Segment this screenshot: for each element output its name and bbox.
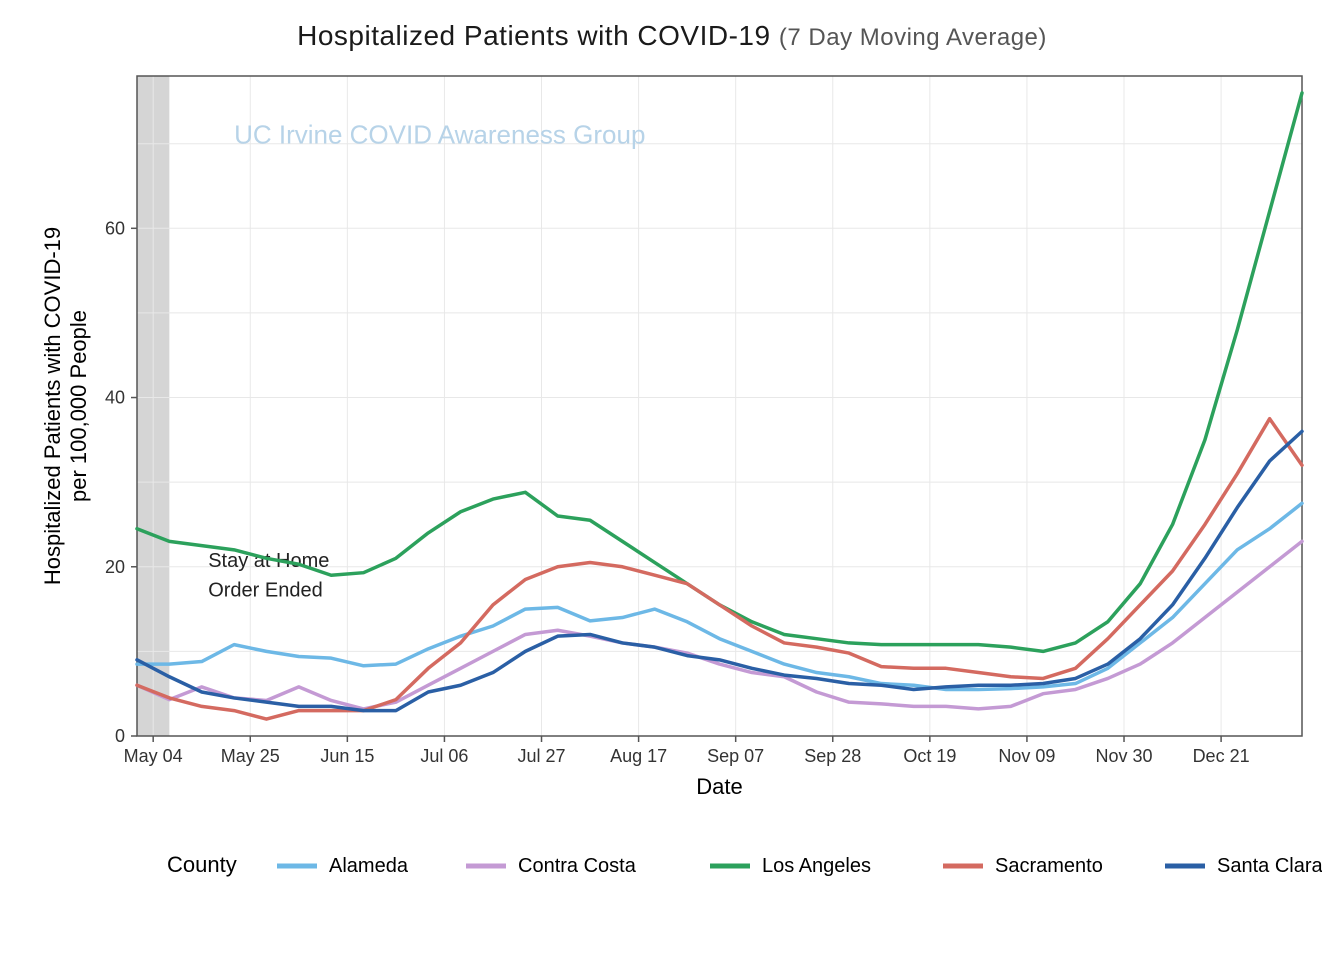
chart-title: Hospitalized Patients with COVID-19 (7 D… [22, 20, 1322, 52]
annotation-line2: Order Ended [208, 579, 323, 601]
x-tick-label: Sep 07 [707, 746, 764, 766]
legend-title: County [167, 852, 237, 877]
y-tick-label: 20 [105, 557, 125, 577]
x-tick-label: Nov 09 [998, 746, 1055, 766]
y-tick-label: 60 [105, 218, 125, 238]
chart-container: Hospitalized Patients with COVID-19 (7 D… [22, 20, 1322, 926]
x-tick-label: Jul 06 [420, 746, 468, 766]
legend-label: Los Angeles [762, 855, 871, 877]
x-tick-label: Aug 17 [610, 746, 667, 766]
y-axis-label-1: Hospitalized Patients with COVID-19 [40, 227, 65, 585]
title-sub: (7 Day Moving Average) [779, 24, 1047, 51]
legend-label: Contra Costa [518, 855, 637, 877]
title-main: Hospitalized Patients with COVID-19 [297, 20, 770, 51]
x-axis-label: Date [696, 774, 742, 799]
legend-label: Alameda [329, 855, 409, 877]
watermark-text: UC Irvine COVID Awareness Group [234, 120, 645, 150]
x-tick-label: Jun 15 [320, 746, 374, 766]
x-tick-label: May 25 [221, 746, 280, 766]
x-tick-label: May 04 [124, 746, 183, 766]
x-tick-label: Dec 21 [1193, 746, 1250, 766]
y-tick-label: 0 [115, 726, 125, 746]
y-tick-label: 40 [105, 388, 125, 408]
x-tick-label: Nov 30 [1095, 746, 1152, 766]
x-tick-label: Sep 28 [804, 746, 861, 766]
y-axis-label-2: per 100,000 People [66, 310, 91, 502]
chart-svg: 0 20 40 60 May 04 May 25 Jun 15 Jul 06 Jul 27 Aug… [22, 56, 1322, 926]
legend-label: Sacramento [995, 855, 1103, 877]
x-tick-label: Oct 19 [903, 746, 956, 766]
x-tick-label: Jul 27 [517, 746, 565, 766]
series-los-angeles [137, 93, 1302, 651]
legend-label: Santa Clara [1217, 855, 1322, 877]
